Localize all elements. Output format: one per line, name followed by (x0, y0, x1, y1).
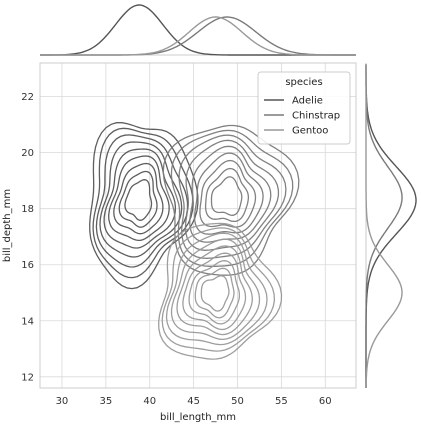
legend-label-adelie: Adelie (292, 96, 323, 107)
marginal-y-curve-chinstrap (365, 64, 403, 388)
y-tick-label: 16 (21, 260, 34, 271)
y-tick-label: 18 (21, 204, 34, 215)
kde-contour-line (170, 129, 294, 267)
legend: species Adelie Chinstrap Gentoo (257, 71, 351, 145)
legend-label-gentoo: Gentoo (292, 126, 328, 137)
kde-series-chinstrap (162, 124, 300, 276)
kde-contour-line (200, 275, 230, 312)
kde-contour-line (184, 139, 280, 251)
kde-contour-line (118, 170, 158, 228)
marginal-y-curve-gentoo (365, 64, 403, 388)
kde-contour-line (158, 222, 283, 360)
y-tick-label: 20 (21, 148, 34, 159)
kde-contour-line (165, 232, 268, 346)
kde-contour-line (95, 134, 189, 268)
y-tick-label: 12 (21, 372, 34, 383)
marginal-x-curve-adelie (40, 4, 356, 56)
marginal-y-kde (365, 63, 417, 388)
kde-contour-line (189, 145, 272, 243)
kde-contour-line (161, 227, 276, 352)
kde-contour-line (193, 152, 264, 235)
kde-contour-line (176, 245, 253, 336)
kde-contour-line (188, 260, 241, 325)
x-tick-label: 55 (275, 396, 288, 407)
y-tick-label: 14 (21, 316, 34, 327)
legend-box (257, 71, 351, 145)
kde-contour-line (108, 155, 170, 242)
kde-contour-line (162, 124, 300, 276)
kde-contour-line (178, 134, 287, 259)
kde-contour-line (199, 159, 257, 228)
kde-contour-line (89, 122, 199, 290)
kde-series-gentoo (158, 222, 283, 360)
kde-contour-line (204, 167, 250, 223)
x-tick-label: 30 (56, 396, 69, 407)
x-tick-label: 45 (187, 396, 200, 407)
y-tick-label: 22 (21, 92, 34, 103)
marginal-y-curve-adelie (365, 64, 417, 388)
x-tick-labels: 30 35 40 45 50 55 60 (56, 396, 332, 407)
marginal-x-curve-gentoo (40, 16, 356, 56)
kde-contour-line (194, 267, 235, 319)
y-axis-label: bill_depth_mm (2, 189, 13, 262)
kde-contour-line (210, 176, 243, 216)
kde-contour-line (113, 162, 164, 235)
y-tick-labels: 12 14 16 18 20 22 (21, 92, 34, 383)
kde-contour-line (170, 238, 261, 341)
kde-contour-line (182, 252, 247, 331)
x-tick-label: 40 (143, 396, 156, 407)
kde-contour-line (124, 179, 153, 221)
legend-label-chinstrap: Chinstrap (292, 111, 340, 122)
kde-contour-line (92, 127, 194, 279)
kde-contours (89, 122, 300, 360)
legend-title: species (285, 77, 322, 88)
joint-plot-frame (39, 62, 357, 389)
x-tick-label: 60 (319, 396, 332, 407)
marginal-x-kde (40, 4, 356, 56)
x-tick-label: 35 (99, 396, 112, 407)
kde-series-adelie (89, 122, 199, 290)
marginal-x-curve-chinstrap (40, 16, 356, 56)
x-axis-label: bill_length_mm (160, 412, 236, 423)
legend-entries: Adelie Chinstrap Gentoo (264, 96, 340, 137)
kde-contour-line (103, 148, 177, 249)
x-tick-label: 50 (231, 396, 244, 407)
